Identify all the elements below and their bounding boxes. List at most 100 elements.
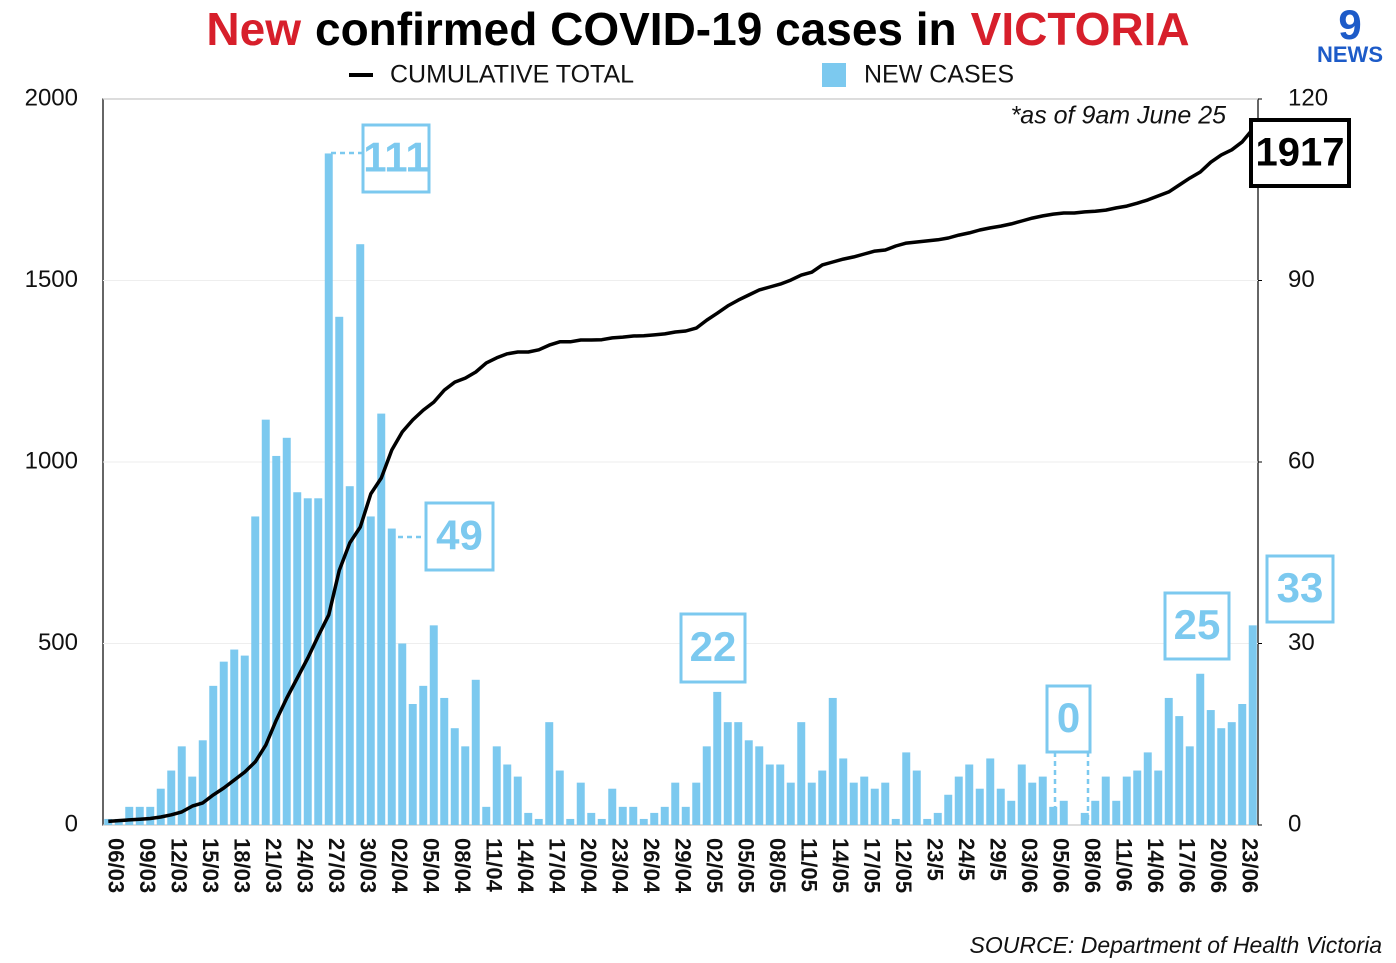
x-tick-label: 11/04 xyxy=(481,838,506,893)
bar xyxy=(681,806,690,825)
x-tick-label: 02/04 xyxy=(387,838,412,894)
bar xyxy=(555,770,564,825)
x-tick-label: 17/05 xyxy=(859,838,884,893)
bar xyxy=(314,498,323,825)
bar xyxy=(933,812,942,825)
bar xyxy=(734,722,743,825)
x-tick-label: 24/5 xyxy=(954,838,979,881)
bar xyxy=(1185,746,1194,825)
bar xyxy=(177,746,186,825)
bar xyxy=(828,697,837,825)
bar xyxy=(692,782,701,825)
total-box xyxy=(1249,118,1351,188)
x-tick-label: 30/03 xyxy=(355,838,380,893)
bar xyxy=(1164,697,1173,825)
x-tick-label: 20/06 xyxy=(1206,838,1231,893)
x-tick-label: 23/06 xyxy=(1237,838,1262,893)
x-tick-label: 08/04 xyxy=(450,838,475,894)
bar xyxy=(618,806,627,825)
y-tick-label: 1000 xyxy=(25,447,78,474)
bar xyxy=(639,818,648,825)
bar xyxy=(786,782,795,825)
bar xyxy=(440,697,449,825)
bar xyxy=(513,776,522,825)
bar xyxy=(912,770,921,825)
x-tick-label: 18/03 xyxy=(229,838,254,893)
annotation-label: 33 xyxy=(1277,564,1324,611)
bar xyxy=(1217,728,1226,825)
bar xyxy=(135,806,144,825)
bar xyxy=(776,764,785,825)
bar xyxy=(660,806,669,825)
bar xyxy=(398,643,407,825)
bar xyxy=(1059,800,1068,825)
annotation-label: 25 xyxy=(1174,601,1221,648)
bar xyxy=(261,419,270,825)
bar xyxy=(765,764,774,825)
bar xyxy=(146,806,155,825)
bar xyxy=(996,788,1005,825)
bar xyxy=(587,812,596,825)
bar xyxy=(576,782,585,825)
annotation-box xyxy=(1163,591,1231,661)
note: *as of 9am June 25 xyxy=(1011,102,1227,130)
bar xyxy=(198,740,207,825)
bar xyxy=(272,455,281,825)
x-tick-label: 21/03 xyxy=(261,838,286,893)
bar xyxy=(387,528,396,825)
bar xyxy=(671,782,680,825)
x-tick-label: 17/06 xyxy=(1174,838,1199,893)
y-tick-label: 1500 xyxy=(25,266,78,293)
bar xyxy=(566,818,575,825)
bar xyxy=(219,661,228,825)
annotation-box xyxy=(361,123,431,194)
bar xyxy=(702,746,711,825)
bar xyxy=(1227,722,1236,825)
bar xyxy=(524,812,533,825)
bar xyxy=(986,758,995,825)
x-tick-label: 14/06 xyxy=(1143,838,1168,893)
x-tick-label: 09/03 xyxy=(135,838,160,893)
bar xyxy=(849,782,858,825)
bar xyxy=(1143,752,1152,825)
x-tick-label: 17/04 xyxy=(544,838,569,894)
bar xyxy=(944,794,953,825)
x-tick-label: 05/06 xyxy=(1048,838,1073,893)
title-part: VICTORIA xyxy=(971,3,1190,55)
bar xyxy=(482,806,491,825)
x-tick-label: 05/04 xyxy=(418,838,443,894)
bar xyxy=(1238,704,1247,825)
bar xyxy=(902,752,911,825)
x-tick-label: 26/04 xyxy=(639,838,664,894)
x-tick-label: 29/04 xyxy=(670,838,695,894)
bar xyxy=(965,764,974,825)
y2-tick-label: 60 xyxy=(1288,447,1315,474)
bar xyxy=(461,746,470,825)
bar xyxy=(534,818,543,825)
bar xyxy=(1206,710,1215,825)
bar xyxy=(1101,776,1110,825)
x-tick-label: 12/05 xyxy=(891,838,916,893)
y-tick-label: 500 xyxy=(38,629,78,656)
x-tick-label: 03/06 xyxy=(1017,838,1042,893)
bar xyxy=(744,740,753,825)
title-part: New xyxy=(206,3,301,55)
annotation-box xyxy=(1045,684,1092,754)
bar xyxy=(282,437,291,825)
bar xyxy=(188,776,197,825)
legend-label: NEW CASES xyxy=(864,61,1014,89)
chart-title: New confirmed COVID-19 cases in VICTORIA xyxy=(206,3,1189,55)
x-tick-label: 06/03 xyxy=(103,838,128,893)
bar xyxy=(419,685,428,825)
bar xyxy=(975,788,984,825)
bar xyxy=(1091,800,1100,825)
y2-tick-label: 90 xyxy=(1288,266,1315,293)
x-tick-label: 15/03 xyxy=(198,838,223,893)
line xyxy=(108,127,1255,824)
y2-tick-label: 120 xyxy=(1288,84,1328,111)
x-tick-label: 12/03 xyxy=(166,838,191,893)
title-part: confirmed COVID-19 cases in xyxy=(315,3,957,55)
bar xyxy=(125,806,134,825)
y2-tick-label: 30 xyxy=(1288,629,1315,656)
